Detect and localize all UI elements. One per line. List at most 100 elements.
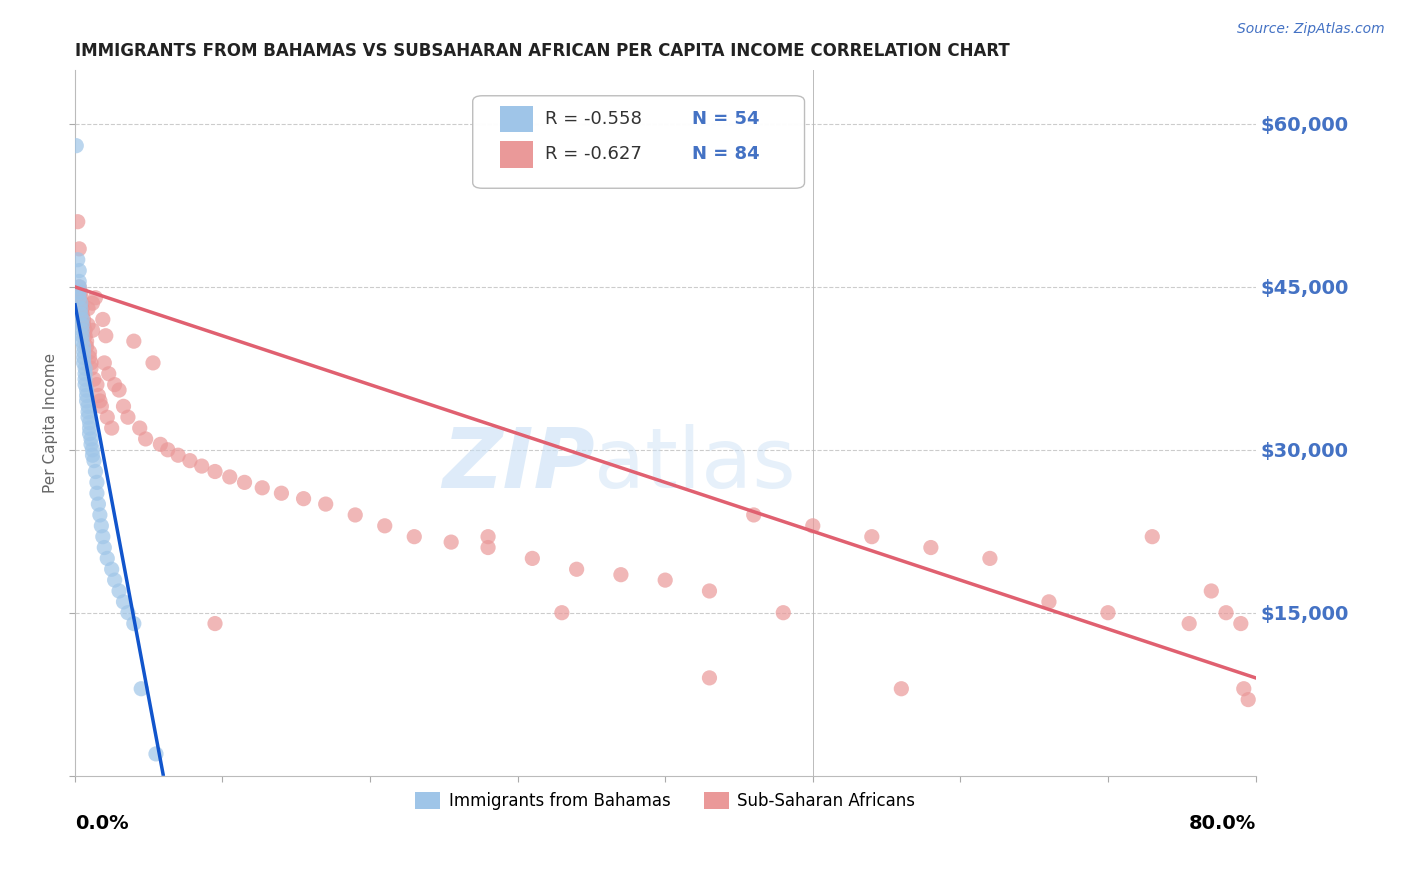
Text: N = 54: N = 54	[692, 110, 759, 128]
Point	[65, 138, 87, 153]
Point	[66, 252, 89, 267]
Point	[80, 437, 103, 451]
Point	[72, 356, 94, 370]
Point	[1237, 692, 1260, 706]
Point	[66, 215, 89, 229]
Point	[167, 448, 190, 462]
Point	[129, 681, 152, 696]
Point	[522, 551, 544, 566]
Point	[90, 518, 112, 533]
Point	[190, 459, 212, 474]
FancyBboxPatch shape	[472, 95, 804, 188]
Point	[76, 340, 98, 354]
Point	[374, 518, 396, 533]
Point	[77, 410, 100, 425]
Point	[84, 465, 107, 479]
Point	[72, 318, 94, 332]
Point	[83, 372, 105, 386]
Point	[72, 340, 94, 354]
Point	[75, 361, 97, 376]
Point	[145, 747, 167, 761]
Point	[204, 616, 226, 631]
Point	[70, 318, 93, 332]
Point	[93, 541, 115, 555]
Point	[315, 497, 337, 511]
Point	[72, 351, 94, 365]
Point	[82, 448, 104, 462]
Point	[76, 334, 98, 348]
Point	[742, 508, 765, 522]
Point	[69, 291, 91, 305]
Text: R = -0.627: R = -0.627	[544, 145, 641, 163]
Point	[70, 296, 93, 310]
Point	[135, 432, 157, 446]
FancyBboxPatch shape	[501, 141, 533, 168]
Point	[76, 388, 98, 402]
Point	[142, 356, 165, 370]
Point	[112, 400, 135, 414]
Point	[100, 421, 122, 435]
Legend: Immigrants from Bahamas, Sub-Saharan Africans: Immigrants from Bahamas, Sub-Saharan Afr…	[409, 785, 922, 817]
Point	[149, 437, 172, 451]
Point	[75, 323, 97, 337]
Point	[86, 377, 108, 392]
Point	[76, 393, 98, 408]
Point	[96, 551, 118, 566]
Y-axis label: Per Capita Income: Per Capita Income	[44, 352, 58, 492]
Point	[69, 301, 91, 316]
Point	[122, 334, 145, 348]
Point	[75, 328, 97, 343]
Point	[70, 307, 93, 321]
Point	[551, 606, 574, 620]
Point	[79, 416, 101, 430]
Point	[80, 432, 103, 446]
Point	[1097, 606, 1119, 620]
Text: ZIP: ZIP	[441, 425, 595, 506]
Text: R = -0.558: R = -0.558	[544, 110, 641, 128]
Point	[860, 530, 883, 544]
Point	[112, 595, 135, 609]
Point	[1178, 616, 1201, 631]
Point	[75, 367, 97, 381]
Point	[76, 383, 98, 397]
Point	[79, 351, 101, 365]
Point	[565, 562, 588, 576]
Point	[104, 573, 127, 587]
Point	[75, 377, 97, 392]
Point	[772, 606, 794, 620]
Point	[117, 410, 139, 425]
Point	[801, 518, 824, 533]
Point	[179, 453, 201, 467]
Point	[70, 323, 93, 337]
Point	[67, 263, 90, 277]
Point	[79, 426, 101, 441]
Point	[699, 584, 721, 599]
Point	[82, 442, 104, 457]
Point	[108, 584, 131, 599]
Point	[87, 388, 110, 402]
Point	[1215, 606, 1237, 620]
Point	[80, 361, 103, 376]
Point	[86, 486, 108, 500]
Point	[67, 280, 90, 294]
Point	[93, 356, 115, 370]
Point	[83, 453, 105, 467]
Point	[440, 535, 463, 549]
Point	[699, 671, 721, 685]
Point	[1201, 584, 1223, 599]
Text: N = 84: N = 84	[692, 145, 761, 163]
Text: 80.0%: 80.0%	[1188, 814, 1256, 833]
Point	[90, 400, 112, 414]
Point	[80, 356, 103, 370]
Point	[69, 285, 91, 300]
Point	[84, 291, 107, 305]
Point	[344, 508, 367, 522]
Point	[97, 367, 120, 381]
Point	[920, 541, 942, 555]
Point	[233, 475, 256, 490]
Point	[654, 573, 676, 587]
Point	[108, 383, 131, 397]
Point	[89, 508, 111, 522]
Point	[69, 296, 91, 310]
Point	[1038, 595, 1060, 609]
